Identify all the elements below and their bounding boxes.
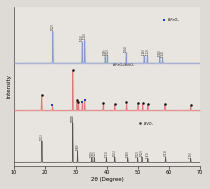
Text: (202): (202) <box>105 48 109 55</box>
Text: BiVO₄: BiVO₄ <box>144 122 154 126</box>
Text: (141): (141) <box>146 151 150 158</box>
Text: (240): (240) <box>126 150 130 157</box>
Text: BiFeO₃/BiVO₄: BiFeO₃/BiVO₄ <box>113 64 135 67</box>
Text: (051): (051) <box>113 149 117 156</box>
Text: (116): (116) <box>142 48 146 55</box>
Text: (121): (121) <box>71 115 75 122</box>
Text: (011): (011) <box>40 134 44 140</box>
Text: (012): (012) <box>51 24 55 30</box>
Text: (018): (018) <box>158 50 162 56</box>
Text: (112): (112) <box>145 49 149 55</box>
Text: (110): (110) <box>83 33 87 40</box>
X-axis label: 2θ (Degree): 2θ (Degree) <box>91 177 123 182</box>
Text: (104): (104) <box>80 34 84 41</box>
Y-axis label: Intensity: Intensity <box>7 74 12 98</box>
Text: (321): (321) <box>164 149 168 156</box>
Text: (121): (121) <box>71 114 75 121</box>
Text: BiFeO₃: BiFeO₃ <box>168 18 180 22</box>
Text: (202): (202) <box>140 149 144 156</box>
Text: (214): (214) <box>160 50 164 57</box>
Text: (211): (211) <box>104 150 108 157</box>
Text: (125): (125) <box>189 151 193 158</box>
Text: (002): (002) <box>92 150 96 157</box>
Text: (200): (200) <box>90 150 94 157</box>
Text: (024): (024) <box>124 45 128 52</box>
Text: (006): (006) <box>103 49 107 55</box>
Text: (202): (202) <box>136 150 140 157</box>
Text: (040): (040) <box>76 144 80 150</box>
